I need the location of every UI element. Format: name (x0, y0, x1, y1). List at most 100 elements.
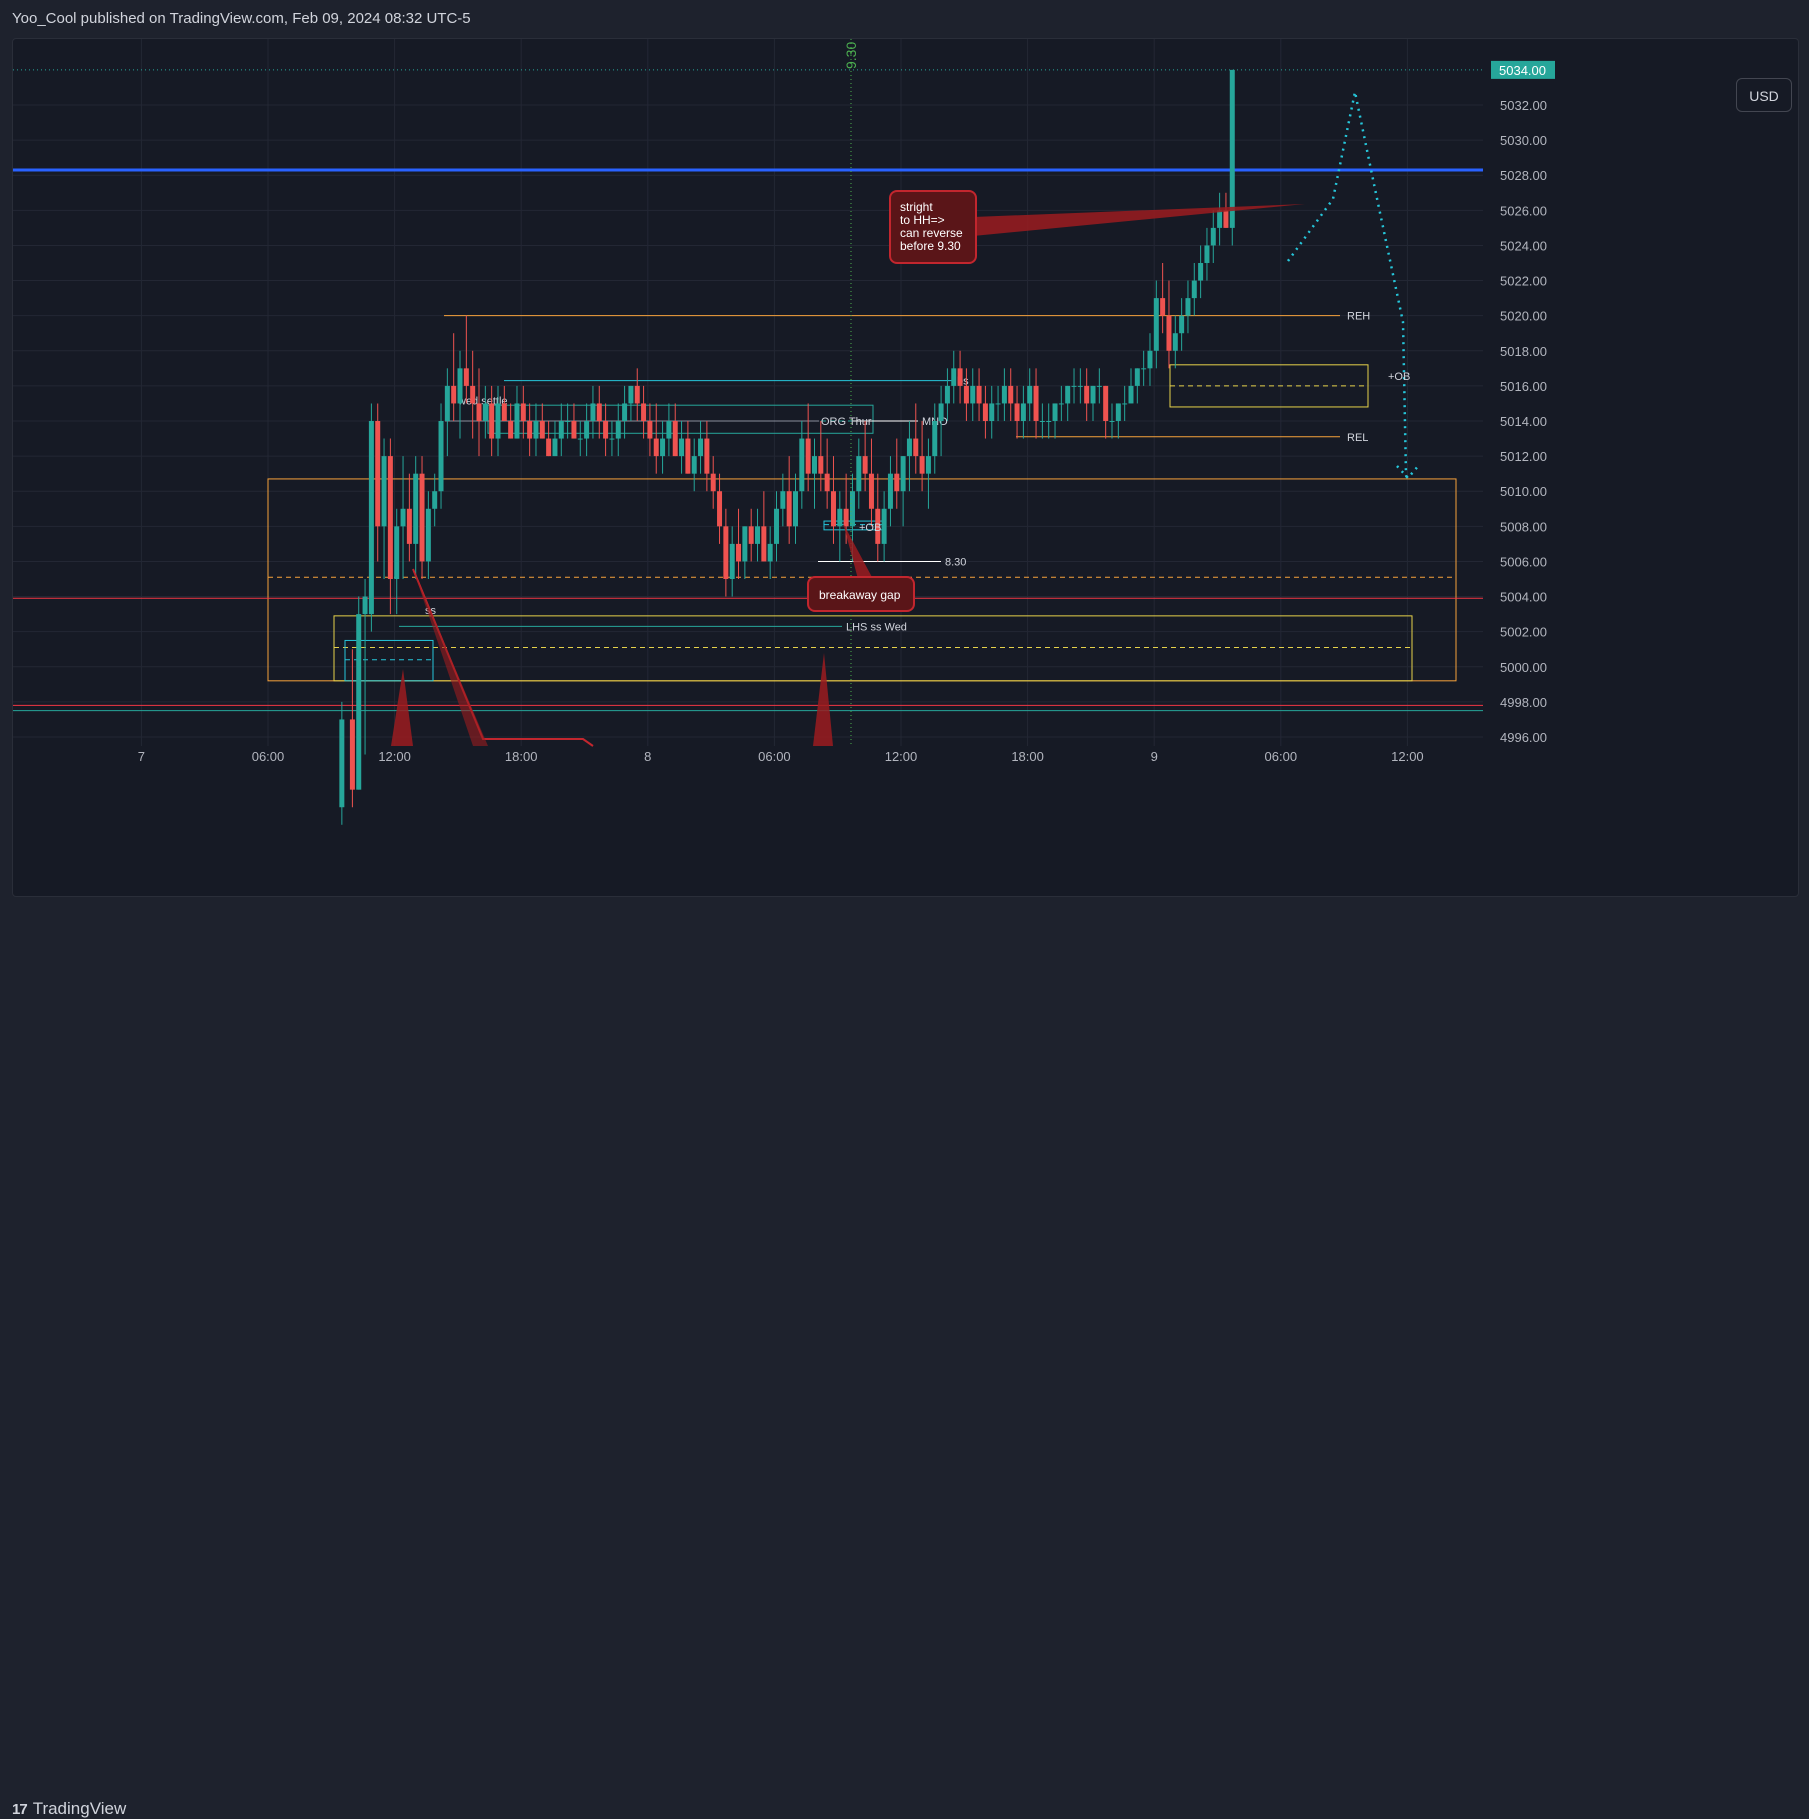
level-label-reh: REH (1347, 311, 1370, 323)
x-tick-label: 9 (1151, 749, 1158, 764)
candle-body (622, 403, 628, 421)
candle-body (963, 385, 969, 404)
candle-body (830, 491, 836, 527)
candle-body (1020, 403, 1026, 421)
red-wedge (413, 569, 488, 746)
candle-body (482, 403, 488, 421)
candle-body (552, 438, 558, 457)
candle-body (887, 473, 893, 509)
candle-body (685, 438, 691, 474)
candle-body (679, 438, 685, 457)
candle-body (641, 403, 647, 421)
ob-label-2: +OB (1388, 371, 1410, 383)
y-tick-label: 5020.00 (1500, 309, 1547, 324)
candle-body (862, 456, 868, 474)
candle-body (989, 403, 995, 421)
cyan-zone-small (344, 639, 434, 682)
candle-body (546, 438, 552, 457)
candle-body (356, 614, 362, 790)
y-tick-label: 5014.00 (1500, 414, 1547, 429)
candle-body (375, 421, 381, 527)
candle-body (1103, 385, 1109, 421)
y-tick-label: 5018.00 (1500, 344, 1547, 359)
candle-body (1027, 385, 1033, 404)
candle-body (394, 526, 400, 579)
candle-body (1198, 263, 1204, 281)
candle-body (1185, 298, 1191, 316)
candle-body (406, 508, 412, 544)
candle-body (805, 438, 811, 474)
x-tick-label: 06:00 (1265, 749, 1298, 764)
candle-body (976, 385, 982, 404)
candle-body (339, 719, 345, 808)
candle-body (451, 385, 457, 404)
candle-body (533, 421, 539, 439)
stright-note-text: to HH=> (900, 213, 945, 227)
x-tick-label: 18:00 (1011, 749, 1044, 764)
candle-body (755, 526, 761, 544)
candle-body (932, 421, 938, 457)
y-tick-label: 5004.00 (1500, 590, 1547, 605)
candle-body (596, 403, 602, 421)
y-tick-label: 5016.00 (1500, 379, 1547, 394)
breakaway-pointer (843, 523, 873, 579)
candle-body (957, 368, 963, 386)
x-tick-label: 18:00 (505, 749, 538, 764)
y-tick-label: 5022.00 (1500, 274, 1547, 289)
y-tick-label: 5008.00 (1500, 519, 1547, 534)
candle-body (495, 403, 501, 439)
candle-body (1096, 385, 1102, 387)
candle-body (1128, 385, 1134, 404)
currency-button[interactable]: USD (1736, 78, 1792, 112)
stright-note-pointer (973, 204, 1305, 236)
y-tick-label: 5024.00 (1500, 238, 1547, 253)
last-price-label: 5034.00 (1499, 63, 1546, 78)
candle-body (1058, 403, 1064, 405)
candle-body (1033, 385, 1039, 421)
y-tick-label: 5030.00 (1500, 133, 1547, 148)
candle-body (539, 421, 545, 439)
red-arrow-left (391, 669, 413, 746)
candle-body (609, 438, 615, 440)
candle-body (672, 421, 678, 457)
candle-body (1160, 298, 1166, 316)
candle-body (368, 421, 374, 615)
candle-body (837, 508, 843, 527)
candle-body (1084, 385, 1090, 404)
candle-body (400, 508, 406, 527)
candle-body (571, 421, 577, 439)
tradingview-logo-icon: 17 (12, 1800, 28, 1818)
candle-body (615, 421, 621, 439)
candle-body (982, 403, 988, 421)
candle-body (742, 526, 748, 562)
candle-body (349, 719, 355, 790)
candle-body (577, 438, 583, 440)
candle-body (666, 421, 672, 439)
x-tick-label: 12:00 (378, 749, 411, 764)
candle-body (463, 368, 469, 386)
candle-body (565, 421, 571, 422)
candle-body (527, 421, 533, 439)
candle-body (558, 421, 564, 439)
red-arrow-mid (813, 653, 833, 746)
y-tick-label: 5032.00 (1500, 98, 1547, 113)
level-label-8-30: 8.30 (945, 556, 966, 568)
candle-body (729, 543, 735, 579)
candle-body (1153, 298, 1159, 351)
y-tick-label: 4998.00 (1500, 695, 1547, 710)
candle-body (501, 403, 507, 421)
candle-body (381, 456, 387, 527)
candle-body (849, 491, 855, 527)
candle-body (938, 403, 944, 421)
candle-body (520, 403, 526, 421)
candle-body (1191, 280, 1197, 299)
last-price-tag (1491, 60, 1555, 79)
candle-body (868, 473, 874, 509)
breakaway-gap-box (807, 576, 915, 612)
wed-settle-box (487, 404, 874, 434)
tradingview-logo[interactable]: 17 TradingView (12, 1799, 126, 1819)
candle-body (387, 456, 393, 579)
candle-body (710, 473, 716, 492)
